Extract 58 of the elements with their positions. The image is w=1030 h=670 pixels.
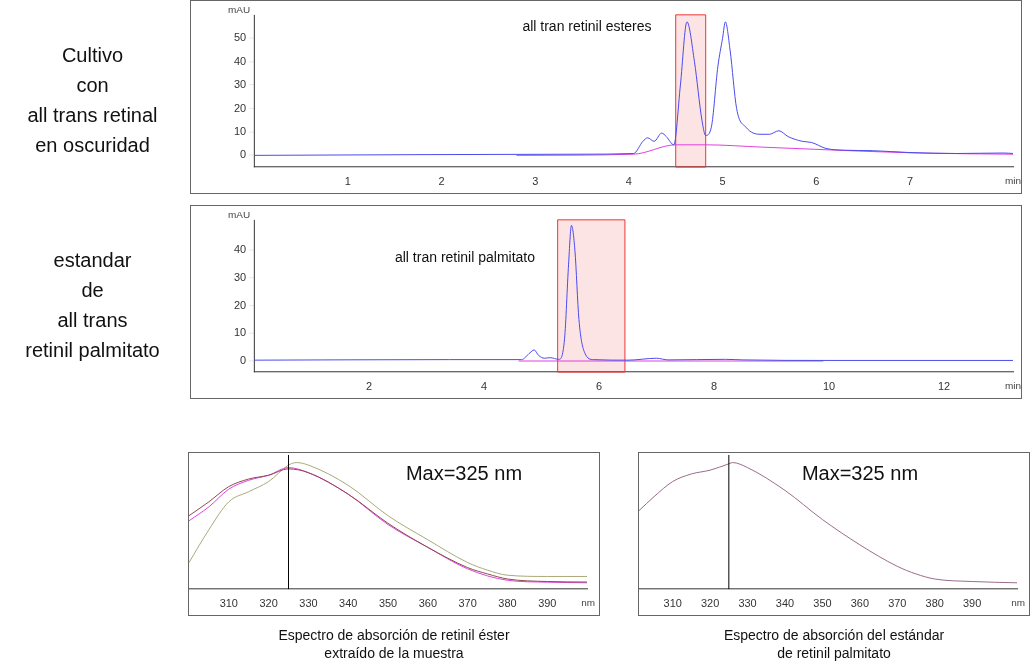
x-tick-label: 390 [963, 596, 982, 609]
x-tick-label: 310 [663, 596, 682, 609]
annotation: Max=325 nm [404, 462, 524, 485]
x-tick-label: 2 [366, 379, 373, 392]
y-tick-label: 20 [233, 298, 247, 311]
text: Espectro de absorción del estándar de retinil palmitato [722, 626, 946, 662]
x-tick-label: 8 [710, 379, 718, 392]
x-tick-label: 6 [596, 379, 603, 392]
x-tick-label: 320 [259, 596, 278, 609]
x-tick-label: 7 [906, 174, 914, 187]
x-tick-label: 370 [888, 596, 907, 609]
y-tick-label: 20 [233, 101, 247, 114]
x-tick-label: 340 [339, 596, 358, 609]
x-tick-label: 1 [344, 174, 351, 187]
x-axis-title: min [1004, 174, 1021, 186]
annotation: all tran retinil esteres [521, 18, 653, 34]
x-tick-label: 4 [481, 379, 488, 392]
x-tick-label: 390 [538, 596, 557, 609]
x-tick-label: 350 [378, 596, 398, 609]
x-tick-label: 370 [458, 596, 477, 609]
x-tick-label: 360 [850, 596, 869, 609]
y-tick-label: 50 [233, 31, 247, 44]
text: estandar de all trans retinil palmitato [24, 248, 161, 363]
x-tick-label: 2 [438, 174, 445, 187]
x-tick-label: 4 [625, 174, 632, 187]
y-tick-label: 40 [233, 54, 247, 67]
x-axis-title: nm [581, 596, 596, 608]
y-tick-label: 0 [240, 148, 247, 161]
x-tick-label: 320 [701, 596, 720, 609]
x-tick-label: 6 [813, 174, 820, 187]
x-tick-label: 360 [418, 596, 437, 609]
x-tick-label: 3 [532, 174, 539, 187]
x-tick-label: 380 [925, 596, 944, 609]
y-tick-label: 30 [233, 271, 247, 283]
y-tick-label: 40 [233, 243, 247, 256]
y-tick-label: 30 [233, 78, 247, 91]
y-axis-title: mAU [227, 3, 251, 15]
y-tick-label: 10 [233, 124, 247, 137]
x-tick-label: 12 [937, 379, 951, 392]
text: Espectro de absorción de retinil éster extraído de la muestra [277, 626, 511, 662]
annotation: all tran retinil palmitato [393, 249, 537, 265]
x-tick-label: 10 [822, 379, 836, 392]
y-tick-label: 10 [233, 326, 247, 339]
line-series [254, 224, 1014, 361]
x-axis-title: nm [1011, 596, 1026, 608]
x-tick-label: 380 [498, 596, 517, 609]
x-tick-label: 330 [299, 596, 318, 609]
x-tick-label: 350 [813, 596, 832, 609]
x-tick-label: 340 [775, 596, 795, 609]
x-tick-label: 330 [738, 596, 757, 609]
x-axis-title: min [1004, 379, 1021, 391]
y-axis-title: mAU [227, 208, 251, 220]
x-tick-label: 5 [719, 174, 726, 187]
annotation: Max=325 nm [800, 462, 920, 485]
text: Cultivo con all trans retinal en oscuridad [26, 43, 159, 158]
y-tick-label: 0 [240, 354, 247, 366]
line-series [254, 21, 1014, 156]
x-tick-label: 310 [219, 596, 238, 609]
